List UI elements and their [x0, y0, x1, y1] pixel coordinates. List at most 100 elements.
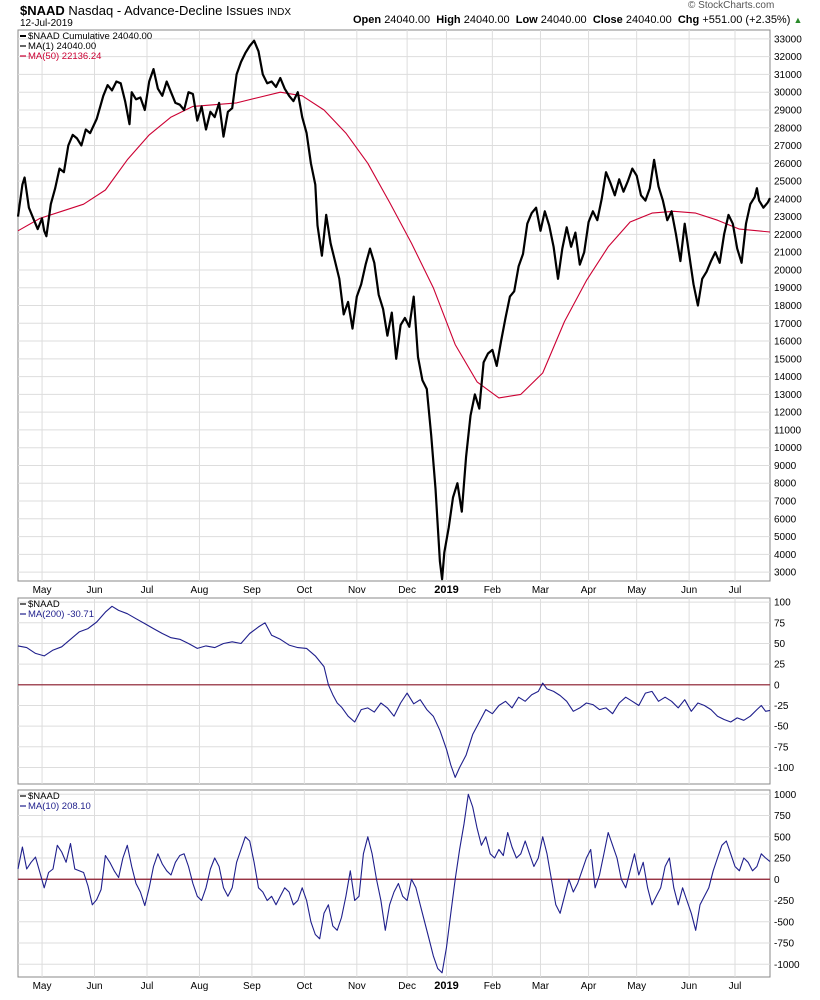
x-tick-label: Jun — [86, 585, 102, 596]
y-tick-label: 75 — [774, 618, 786, 629]
series-line--naad-cumulative — [16, 39, 771, 581]
x-tick-label: Jul — [141, 585, 154, 596]
symbol: $NAAD — [20, 3, 65, 18]
x-tick-label: 2019 — [434, 980, 458, 992]
y-tick-label: 26000 — [774, 159, 802, 170]
x-tick-label: Feb — [484, 585, 502, 596]
x-tick-label: Oct — [297, 585, 313, 596]
legend-entry: MA(200) -30.71 — [28, 609, 94, 620]
y-tick-label: -750 — [774, 939, 794, 950]
y-tick-label: 0 — [774, 680, 780, 691]
chg-value: +551.00 (+2.35%) — [702, 14, 791, 26]
x-tick-label: Sep — [243, 981, 261, 992]
legend-entry: $NAAD — [28, 599, 60, 610]
y-tick-label: 750 — [774, 811, 791, 822]
x-tick-label: Dec — [398, 585, 416, 596]
watermark: © StockCharts.com — [688, 0, 775, 11]
legend-entry: MA(50) 22136.24 — [28, 51, 101, 62]
x-tick-label: 2019 — [434, 584, 458, 596]
x-tick-label: May — [627, 585, 646, 596]
y-tick-label: 28000 — [774, 123, 802, 134]
legend-entry: MA(1) 24040.00 — [28, 41, 96, 52]
x-tick-label: Nov — [348, 981, 366, 992]
y-tick-label: 5000 — [774, 532, 797, 543]
x-tick-label: Oct — [297, 981, 313, 992]
x-tick-label: May — [33, 585, 52, 596]
x-tick-label: Jun — [681, 585, 697, 596]
y-tick-label: 0 — [774, 875, 780, 886]
y-tick-label: 21000 — [774, 248, 802, 259]
y-tick-label: 14000 — [774, 372, 802, 383]
y-tick-label: 22000 — [774, 230, 802, 241]
x-tick-label: May — [33, 981, 52, 992]
x-tick-label: Feb — [484, 981, 502, 992]
legend-entry: $NAAD Cumulative 24040.00 — [28, 31, 152, 42]
x-tick-label: Jul — [729, 585, 742, 596]
y-tick-label: 6000 — [774, 514, 797, 525]
y-tick-label: 250 — [774, 854, 791, 865]
legend-entry: $NAAD — [28, 791, 60, 802]
y-tick-label: 25000 — [774, 177, 802, 188]
y-tick-label: 13000 — [774, 390, 802, 401]
x-tick-label: Jul — [141, 981, 154, 992]
x-tick-label: May — [627, 981, 646, 992]
y-tick-label: 31000 — [774, 70, 802, 81]
x-tick-label: Dec — [398, 981, 416, 992]
y-tick-label: 1000 — [774, 790, 797, 801]
y-tick-label: 20000 — [774, 265, 802, 276]
y-tick-label: 25 — [774, 660, 786, 671]
y-tick-label: 32000 — [774, 52, 802, 63]
y-tick-label: 15000 — [774, 354, 802, 365]
y-tick-label: -50 — [774, 722, 789, 733]
security-name: Nasdaq - Advance-Decline Issues — [68, 3, 264, 18]
legend-entry: MA(10) 208.10 — [28, 801, 91, 812]
high-value: 24040.00 — [463, 14, 510, 26]
x-tick-label: Jul — [729, 981, 742, 992]
open-value: 24040.00 — [384, 14, 431, 26]
y-tick-label: 18000 — [774, 301, 802, 312]
exchange: INDX — [267, 7, 292, 18]
header-line: $NAAD Nasdaq - Advance-Decline Issues IN… — [20, 3, 291, 18]
y-tick-label: 500 — [774, 832, 791, 843]
x-tick-label: Jun — [681, 981, 697, 992]
y-tick-label: 8000 — [774, 479, 797, 490]
ohlc-line: Open 24040.00 High 24040.00 Low 24040.00… — [353, 14, 802, 26]
breadth-ma200-panel-frame — [17, 597, 771, 785]
x-tick-label: Apr — [581, 981, 597, 992]
y-tick-label: 27000 — [774, 141, 802, 152]
y-tick-label: 16000 — [774, 337, 802, 348]
high-label: High — [436, 14, 461, 26]
y-tick-label: -250 — [774, 896, 794, 907]
series-line-ma-10- — [17, 793, 771, 974]
x-tick-label: Aug — [191, 585, 209, 596]
x-tick-label: Nov — [348, 585, 366, 596]
y-tick-label: 10000 — [774, 443, 802, 454]
y-tick-label: 33000 — [774, 34, 802, 45]
series-line-ma-200- — [17, 605, 771, 778]
y-tick-label: 19000 — [774, 283, 802, 294]
y-tick-label: 4000 — [774, 550, 797, 561]
y-tick-label: 7000 — [774, 497, 797, 508]
y-tick-label: 11000 — [774, 425, 802, 436]
x-tick-label: Apr — [581, 585, 597, 596]
breadth-ma10-panel-frame — [17, 789, 771, 978]
x-tick-label: Mar — [532, 585, 550, 596]
y-tick-label: 23000 — [774, 212, 802, 223]
y-tick-label: -75 — [774, 742, 789, 753]
x-tick-label: Mar — [532, 981, 550, 992]
y-tick-label: 3000 — [774, 568, 797, 579]
low-label: Low — [515, 14, 538, 26]
y-tick-label: 50 — [774, 639, 786, 650]
y-tick-label: 100 — [774, 598, 791, 609]
series-line-ma-50- — [17, 91, 771, 399]
low-value: 24040.00 — [540, 14, 587, 26]
close-value: 24040.00 — [625, 14, 672, 26]
chart-date: 12-Jul-2019 — [20, 18, 73, 29]
x-tick-label: Aug — [191, 981, 209, 992]
close-label: Close — [592, 14, 623, 26]
y-tick-label: 30000 — [774, 88, 802, 99]
y-tick-label: 12000 — [774, 408, 802, 419]
chg-label: Chg — [677, 14, 700, 26]
y-tick-label: -500 — [774, 917, 794, 928]
